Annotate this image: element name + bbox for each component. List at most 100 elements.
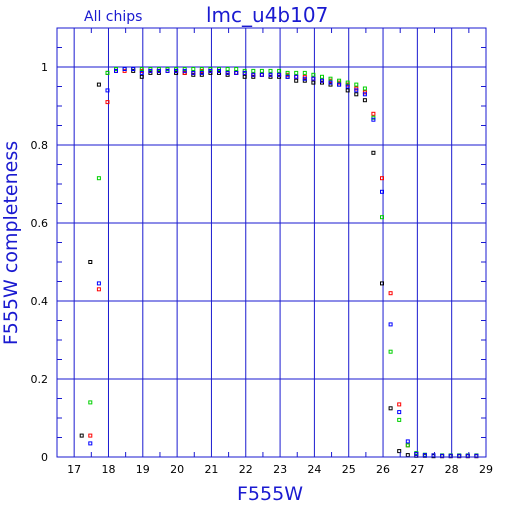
data-point xyxy=(397,417,402,422)
data-point xyxy=(311,76,316,81)
x-tick-label: 18 xyxy=(101,463,115,476)
data-point xyxy=(88,441,93,446)
data-point xyxy=(294,74,299,79)
data-point xyxy=(371,150,376,155)
data-point xyxy=(96,176,101,181)
data-point xyxy=(96,281,101,286)
y-tick-label: 0 xyxy=(41,451,48,464)
x-tick-label: 24 xyxy=(307,463,321,476)
data-point xyxy=(397,402,402,407)
data-point xyxy=(285,70,290,75)
x-axis-label: F555W xyxy=(237,483,303,505)
data-point xyxy=(259,68,264,73)
chart-subtitle: All chips xyxy=(84,9,142,25)
data-point xyxy=(242,74,247,79)
x-tick-labels: 17 18 19 20 21 22 23 24 25 26 27 28 29 xyxy=(67,463,493,476)
data-point xyxy=(96,287,101,292)
x-tick-label: 21 xyxy=(204,463,218,476)
data-point xyxy=(199,67,204,71)
x-tick-label: 28 xyxy=(445,463,459,476)
y-tick-label: 1 xyxy=(41,61,48,74)
x-tick-label: 17 xyxy=(67,463,81,476)
data-point xyxy=(302,70,307,75)
data-point xyxy=(328,80,333,85)
x-tick-label: 20 xyxy=(170,463,184,476)
x-tick-label: 22 xyxy=(239,463,253,476)
y-axis-label: F555W completeness xyxy=(0,141,22,345)
data-point xyxy=(105,70,110,75)
data-point xyxy=(131,67,136,71)
data-point xyxy=(337,78,342,83)
data-point xyxy=(285,74,290,79)
data-point xyxy=(242,70,247,75)
data-point xyxy=(217,68,221,73)
data-point xyxy=(199,70,204,75)
y-tick-label: 0.4 xyxy=(31,295,49,308)
data-point xyxy=(320,78,324,83)
data-point xyxy=(405,443,410,448)
tick-marks xyxy=(57,28,486,457)
x-tick-label: 27 xyxy=(410,463,424,476)
data-point xyxy=(251,72,256,77)
chart-title: lmc_u4b107 xyxy=(206,3,328,27)
data-point xyxy=(251,68,256,73)
data-point xyxy=(345,88,350,93)
data-point xyxy=(388,322,393,327)
data-point xyxy=(165,68,170,73)
data-point xyxy=(388,406,393,411)
data-point xyxy=(268,72,273,77)
data-point xyxy=(208,68,213,73)
data-point xyxy=(79,433,84,438)
data-point xyxy=(354,88,359,93)
data-point xyxy=(371,111,376,116)
y-tick-label: 0.6 xyxy=(31,217,49,230)
data-point xyxy=(139,67,144,71)
data-point xyxy=(362,92,367,97)
data-point xyxy=(397,410,402,415)
x-tick-label: 23 xyxy=(273,463,287,476)
x-tick-label: 26 xyxy=(376,463,390,476)
data-point xyxy=(345,80,350,85)
data-point xyxy=(277,72,282,77)
data-point xyxy=(405,439,410,444)
data-point xyxy=(294,78,299,83)
data-point xyxy=(397,449,402,454)
data-point xyxy=(114,68,118,73)
data-point xyxy=(96,82,101,87)
data-point xyxy=(388,291,393,296)
data-point xyxy=(105,88,110,93)
data-point xyxy=(320,74,324,79)
data-point xyxy=(88,400,93,405)
data-point xyxy=(191,67,196,71)
x-tick-label: 25 xyxy=(342,463,356,476)
data-point xyxy=(380,281,384,286)
data-point xyxy=(268,68,273,73)
data-point xyxy=(259,72,264,77)
data-point xyxy=(371,117,376,122)
data-point xyxy=(337,82,342,87)
data-point xyxy=(354,82,359,87)
data-point xyxy=(277,68,282,73)
data-point xyxy=(234,70,239,75)
data-point xyxy=(122,67,127,71)
data-point xyxy=(388,349,393,354)
y-tick-labels: 0 0.2 0.4 0.6 0.8 1 xyxy=(31,61,49,464)
data-point xyxy=(294,70,299,75)
data-point xyxy=(414,451,419,456)
data-point xyxy=(182,68,187,73)
x-tick-label: 29 xyxy=(479,463,493,476)
x-tick-label: 19 xyxy=(136,463,150,476)
data-point xyxy=(380,189,384,194)
data-point xyxy=(88,260,93,264)
data-point xyxy=(380,215,384,220)
data-point xyxy=(380,176,384,181)
data-point xyxy=(311,72,316,77)
data-point xyxy=(225,70,230,75)
y-tick-label: 0.2 xyxy=(31,373,49,386)
y-tick-label: 0.8 xyxy=(31,139,49,152)
data-point xyxy=(139,74,144,79)
data-point xyxy=(234,67,239,71)
data-point xyxy=(311,80,316,85)
data-point xyxy=(148,68,153,73)
